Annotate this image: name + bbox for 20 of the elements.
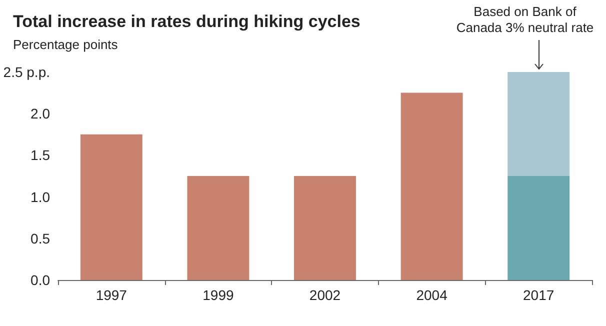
annotation: Based on Bank of Canada 3% neutral rate xyxy=(455,4,595,36)
bar xyxy=(80,134,142,280)
chart-subtitle: Percentage points xyxy=(13,37,118,52)
bar xyxy=(400,92,463,280)
x-tick-label: 1997 xyxy=(96,287,128,303)
y-tick-label: 0.5 xyxy=(30,230,50,246)
x-tick-label: 2002 xyxy=(309,287,341,303)
x-tick-label: 2017 xyxy=(523,287,554,303)
bar xyxy=(508,72,570,176)
y-tick-label: 2.0 xyxy=(30,106,50,122)
y-tick-label: 1.0 xyxy=(30,188,50,205)
bar xyxy=(294,176,356,280)
y-tick-label: 1.5 xyxy=(30,147,50,164)
y-tick-label: 0.0 xyxy=(30,272,50,288)
chart-title: Total increase in rates during hiking cycles xyxy=(13,12,360,31)
bar xyxy=(508,176,570,280)
y-tick-label: 2.5 p.p. xyxy=(3,64,50,80)
bar xyxy=(187,176,250,280)
x-tick-label: 2004 xyxy=(416,287,448,303)
x-tick-label: 1999 xyxy=(202,287,234,303)
